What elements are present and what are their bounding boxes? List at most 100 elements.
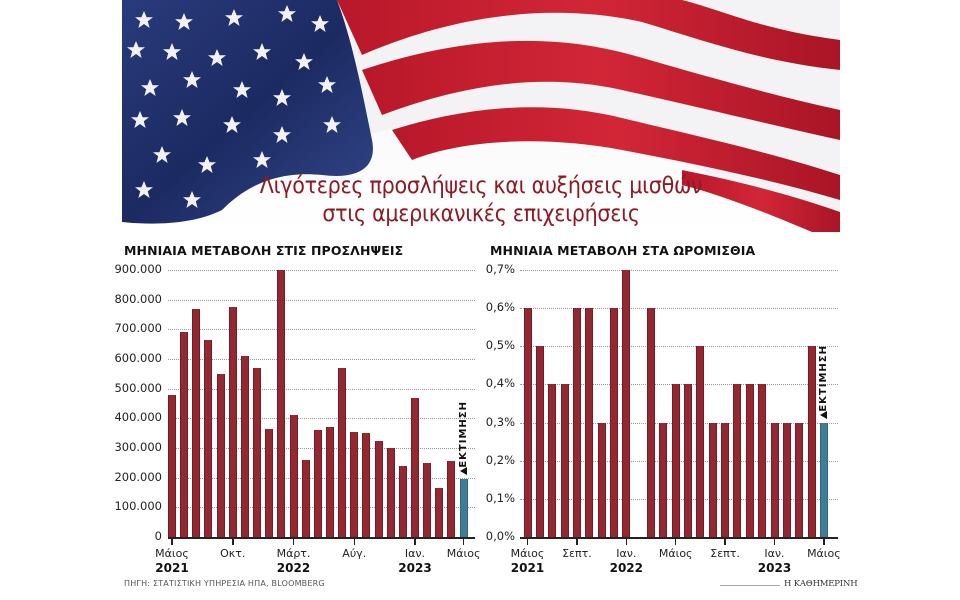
x-axis-tick [724,538,726,545]
x-axis-tick [292,538,295,545]
data-bar [548,384,557,537]
data-bar [572,308,581,537]
x-axis-label: Μάιος [510,547,545,560]
data-bar [585,308,594,537]
x-axis-label: Οκτ. [220,547,246,560]
y-axis-label: 800.000 [114,292,162,306]
gridline [168,359,475,360]
x-axis-line [520,537,838,539]
y-axis-label: 0,4% [485,376,515,390]
data-bar [350,431,359,537]
x-axis-tick [773,538,776,545]
x-axis-tick [674,538,677,545]
data-bar [770,422,779,537]
data-bar [204,339,213,537]
data-bar [435,488,444,537]
data-bar [228,307,237,537]
data-bar [597,422,606,537]
y-axis-label: 0,1% [485,491,515,505]
x-axis-line [168,537,475,539]
x-axis-year: 2021 [155,561,189,575]
data-bar [374,440,383,537]
data-bar [301,459,310,537]
data-bar [684,384,693,537]
gridline [168,418,475,419]
data-bar [447,461,456,537]
y-axis-label: 0,3% [485,415,515,429]
x-axis-tick [414,538,416,545]
data-bar [253,367,262,537]
gridline [168,270,475,271]
data-bar [609,308,618,537]
x-axis-label: Αύγ. [342,547,367,560]
data-bar [535,346,544,537]
data-bar [523,308,532,537]
data-bar [721,422,730,537]
flag-illustration [122,0,840,232]
us-flag-image [122,0,840,232]
infographic-title-line1: Λιγότερες προσλήψεις και αυξήσεις μισθών [259,173,703,199]
data-bar [647,308,655,537]
x-axis-label: Μάιος [446,547,481,560]
y-axis-label: 500.000 [114,381,162,395]
y-axis-label: 0,2% [485,453,515,467]
x-axis-year: 2021 [510,561,545,575]
data-bar [622,270,631,537]
gridline [520,270,838,271]
y-axis-label: 600.000 [114,351,162,365]
data-bar [338,367,347,537]
data-bar [758,384,767,537]
x-axis-label: Μάιος [807,547,841,560]
gridline [520,346,838,347]
y-axis-label: 0 [154,529,162,543]
estimate-bar [819,422,828,537]
x-axis-label: Ιαν. [764,547,785,560]
data-bar [216,373,225,537]
data-bar [192,308,201,537]
data-bar [386,448,395,537]
data-bar [696,346,705,537]
estimate-arrow-icon [459,467,467,476]
y-axis-label: 200.000 [114,470,162,484]
data-bar [671,384,680,537]
x-axis-year: 2022 [276,561,311,575]
data-bar [708,422,717,537]
y-axis-label: 300.000 [114,440,162,454]
data-bar [733,384,742,537]
data-bar [240,356,249,537]
publisher-credit: Η ΚΑΘΗΜΕΡΙΝΗ [784,579,858,589]
data-bar [423,462,432,537]
gridline [168,300,475,301]
hiring-chart-title: ΜΗΝΙΑΙΑ ΜΕΤΑΒΟΛΗ ΣΤΙΣ ΠΡΟΣΛΗΨΕΙΣ [124,243,404,258]
data-bar [180,332,189,537]
data-bar [411,397,419,537]
y-axis-label: 900.000 [114,262,162,276]
estimate-bar [459,479,468,537]
wages-chart-title: ΜΗΝΙΑΙΑ ΜΕΤΑΒΟΛΗ ΣΤΑ ΩΡΟΜΙΣΘΙΑ [490,243,756,258]
x-axis-tick [171,538,173,545]
gridline [168,389,475,390]
x-axis-label: Ιαν. [616,547,637,560]
credit-divider [720,585,780,586]
y-axis-label: 700.000 [114,321,162,335]
x-axis-label: Σεπτ. [562,547,592,560]
y-axis-label: 400.000 [114,410,162,424]
y-axis-label: 100.000 [114,499,162,513]
data-bar [265,428,274,537]
data-bar [277,270,286,537]
x-axis-year: 2023 [398,561,432,575]
x-axis-label: Ιαν. [404,547,426,560]
data-bar [795,422,804,537]
x-axis-year: 2023 [757,561,792,575]
x-axis-label: Σεπτ. [710,547,740,560]
y-axis-label: 0,0% [485,529,515,543]
y-axis-label: 0,7% [485,262,515,276]
estimate-label: ΕΚΤΙΜΗΣΗ [817,344,829,412]
estimate-arrow-icon [819,410,827,419]
data-bar [313,430,322,537]
x-axis-tick [353,538,355,545]
x-axis-tick [576,538,578,545]
y-axis-label: 0,5% [485,338,515,352]
gridline [168,329,475,330]
